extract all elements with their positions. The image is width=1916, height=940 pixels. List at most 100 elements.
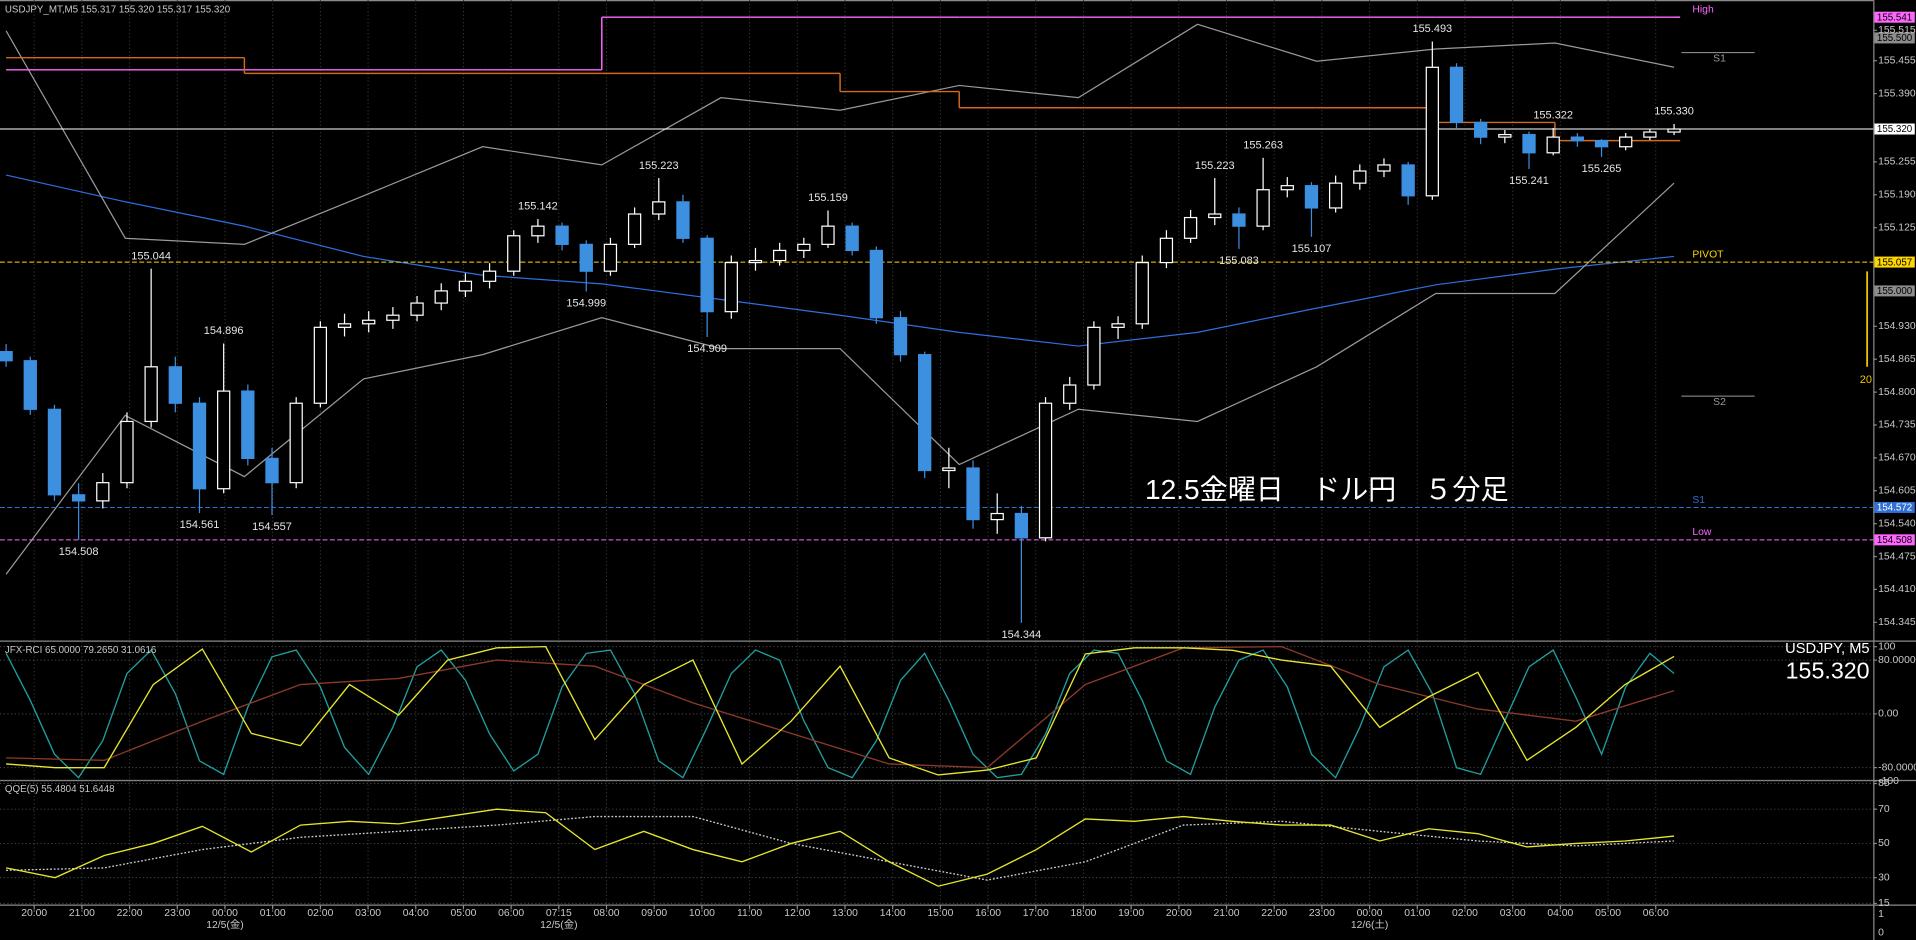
chart-caption: 12.5金曜日 ドル円 ５分足 [1145,474,1509,505]
candle-body [289,402,303,484]
x-tick-label: 23:00 [164,908,190,919]
candle-body [1256,189,1270,227]
level-name: S1 [1692,495,1705,506]
candle-body [652,201,666,215]
candle-body [71,494,86,502]
peak-label: 154.508 [59,546,99,558]
candle-body [482,270,497,282]
y-tick-label: 100 [1878,641,1896,652]
candle-body [1087,326,1101,386]
y-tick-label: 30 [1878,872,1890,883]
peak-label: 154.561 [180,519,220,531]
y-tick-label: 154.930 [1878,321,1916,332]
x-tick-label: 00:00 [212,908,238,919]
x-tick-label: 04:00 [403,908,429,919]
candle-body [241,390,255,459]
price-tag-label: 155.500 [1877,33,1913,44]
candle-body [724,261,738,313]
indicator-line [5,648,1675,779]
candle-body [1377,164,1391,172]
peak-label: 155.044 [131,250,171,262]
y-tick-label: 0.00 [1878,709,1898,720]
y-tick-label: 154.865 [1878,354,1916,365]
y-tick-label: 154.605 [1878,485,1916,496]
candle-body [966,467,980,521]
price-tag-label: 155.000 [1877,286,1913,297]
x-tick-label: 09:00 [641,908,667,919]
price-tag-label: 155.320 [1877,124,1913,135]
x-tick-label: 20:00 [1166,908,1192,919]
candle-body [144,366,158,423]
candle-body [265,457,279,484]
x-tick-label: 02:00 [307,908,333,919]
candle-body [1038,402,1053,539]
peak-label: 155.322 [1533,110,1573,122]
candle-body [47,408,62,496]
candle-body [1208,213,1222,219]
x-tick-label: 01:00 [260,908,286,919]
candle-body [821,225,835,245]
y-tick-label: 155.455 [1878,55,1916,66]
peak-label: 155.159 [808,192,848,204]
peak-label: 155.493 [1412,23,1452,35]
candle-body [893,317,908,356]
x-tick-label: 21:00 [69,908,95,919]
candle-body [555,225,569,245]
indicator-line [6,645,1675,769]
candle-body [1522,133,1536,154]
y-tick-label: 154.475 [1878,551,1916,562]
indicator-title: JFX-RCI 65.0000 79.2650 31.0616 [5,645,156,656]
candle-body [1328,182,1343,209]
x-tick-label: 14:00 [880,908,906,919]
candle-body [458,280,473,292]
y-tick-label: 154.540 [1878,518,1916,529]
price-tag [1874,11,1915,23]
candle-body [1474,121,1488,138]
x-tick-label: 06:00 [498,908,524,919]
peak-label: 154.999 [566,298,606,310]
level-name: Low [1692,527,1712,538]
price-tag [1874,32,1915,44]
candle-body [1449,66,1464,124]
peak-label: 155.330 [1654,106,1694,118]
candle-body [168,366,182,404]
text-layer: USDJPY_MT,M5 155.317 155.320 155.317 155… [5,4,1916,938]
footer-tick-label: 1 [1878,909,1884,920]
x-tick-label: 10:00 [689,908,715,919]
x-tick-label: 21:00 [1214,908,1240,919]
candle-body [869,249,883,319]
indicator-line [6,815,1675,881]
peak-label: 155.142 [518,201,558,213]
level-name: S1 [1713,53,1726,64]
candle-body [1135,261,1149,325]
candle-body [1183,216,1198,239]
peak-label: 154.896 [204,325,244,337]
candle-body [990,512,1004,521]
y-tick-label: 50 [1878,838,1890,849]
x-tick-label: 04:00 [1547,908,1573,919]
price-tag [1874,123,1915,135]
candle-body [1401,164,1415,197]
x-tick-label: 22:00 [1261,908,1287,919]
x-tick-label: 00:00 [1357,908,1383,919]
x-tick-label: 16:00 [975,908,1001,919]
candle-body [748,259,763,264]
peak-label: 154.344 [1002,629,1042,641]
candle-body [1667,128,1681,133]
x-tick-label: 19:00 [1118,908,1144,919]
y-tick-label: 154.345 [1878,617,1916,628]
x-tick-label: 22:00 [117,908,143,919]
y-tick-label: 85 [1878,778,1890,789]
candle-body [531,225,545,237]
peak-label: 155.265 [1582,163,1622,175]
side-label: 20 [1860,374,1872,386]
y-tick-label: 15 [1878,898,1890,909]
candle-body [23,360,37,410]
candle-body [1643,131,1657,138]
candle-body [1570,136,1585,142]
candle-body [676,201,690,239]
candle-body [579,243,593,272]
x-tick-label: 06:00 [1643,908,1669,919]
candle-body [1498,133,1512,138]
